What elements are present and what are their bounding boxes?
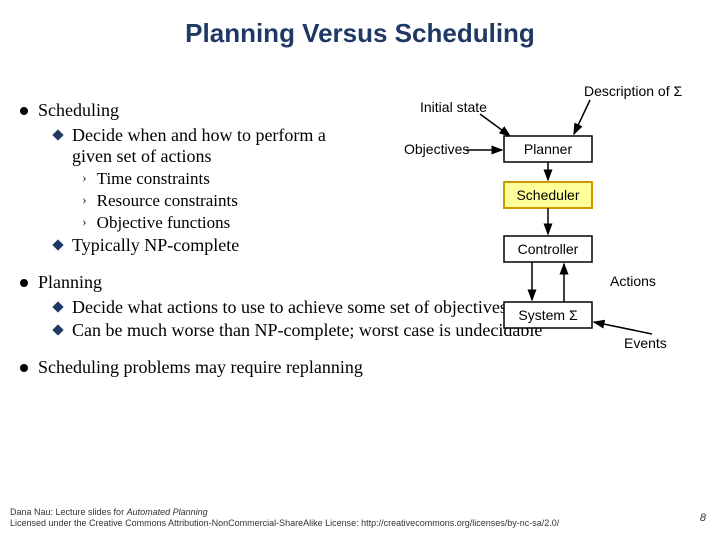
bullet-dot-icon: [20, 107, 28, 115]
architecture-diagram: Initial state Objectives Description of …: [362, 84, 702, 364]
bullet-text: Resource constraints: [97, 191, 238, 211]
label-actions: Actions: [610, 273, 656, 289]
bullet-text: Typically NP-complete: [72, 235, 239, 256]
label-events: Events: [624, 335, 667, 351]
footer-author: Dana Nau: Lecture slides for: [10, 507, 127, 517]
diamond-icon: [52, 129, 63, 140]
label-controller: Controller: [518, 241, 579, 257]
bullet-text: Planning: [38, 272, 102, 293]
label-scheduler: Scheduler: [516, 187, 579, 203]
chevron-icon: ›: [82, 215, 87, 231]
label-description: Description of Σ: [584, 84, 682, 99]
label-initial-state: Initial state: [420, 99, 487, 115]
bullet-text: Objective functions: [97, 213, 231, 233]
footer-course: Automated Planning: [127, 507, 208, 517]
bullet-dot-icon: [20, 364, 28, 372]
footer: Dana Nau: Lecture slides for Automated P…: [10, 507, 710, 530]
slide-title: Planning Versus Scheduling: [0, 0, 720, 49]
label-objectives: Objectives: [404, 141, 469, 157]
bullet-text: Scheduling: [38, 100, 119, 121]
diamond-icon: [52, 301, 63, 312]
label-system: System Σ: [518, 307, 578, 323]
bullet-dot-icon: [20, 279, 28, 287]
footer-license: Licensed under the Creative Commons Attr…: [10, 518, 559, 528]
chevron-icon: ›: [82, 171, 87, 187]
bullet-text: Scheduling problems may require replanni…: [38, 357, 363, 378]
diamond-icon: [52, 239, 63, 250]
page-number: 8: [700, 512, 706, 524]
label-planner: Planner: [524, 141, 573, 157]
diamond-icon: [52, 324, 63, 335]
bullet-text: Time constraints: [97, 169, 210, 189]
bullet-text: Decide when and how to perform a given s…: [72, 125, 367, 167]
chevron-icon: ›: [82, 193, 87, 209]
